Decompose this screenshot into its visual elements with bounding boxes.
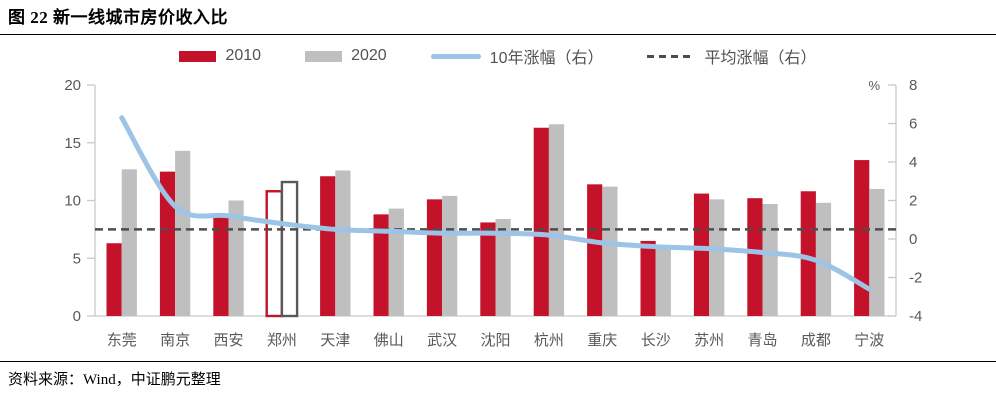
bar-2010 bbox=[480, 222, 496, 316]
bar-2020 bbox=[335, 170, 351, 316]
bar-2020 bbox=[388, 208, 404, 316]
right-axis-unit: % bbox=[868, 78, 880, 93]
x-axis-label: 重庆 bbox=[587, 332, 617, 349]
bar-2010 bbox=[426, 199, 443, 316]
x-axis-label: 成都 bbox=[801, 332, 831, 349]
legend-item-1: 2020 bbox=[305, 47, 387, 65]
bar-2010 bbox=[213, 216, 229, 316]
bar-2010 bbox=[106, 243, 122, 316]
left-axis-label: 20 bbox=[64, 77, 81, 94]
bar-2010 bbox=[320, 176, 336, 316]
right-axis-label: 8 bbox=[909, 77, 917, 94]
bar-2020 bbox=[869, 188, 885, 316]
legend-swatch-line bbox=[430, 53, 481, 59]
x-axis-label: 武汉 bbox=[427, 332, 457, 349]
bar-2010 bbox=[373, 214, 389, 316]
ten-year-growth-line bbox=[119, 115, 872, 292]
bar-2020 bbox=[762, 203, 778, 316]
legend-swatch-bar bbox=[305, 50, 343, 62]
legend-swatch-dashed bbox=[647, 54, 696, 58]
bar-2020 bbox=[709, 199, 725, 316]
legend-label: 10年涨幅（右） bbox=[489, 50, 604, 67]
x-axis-label: 西安 bbox=[213, 332, 243, 349]
x-axis-label: 佛山 bbox=[374, 332, 404, 349]
bar-2020 bbox=[815, 202, 832, 316]
right-axis-label: 2 bbox=[909, 193, 917, 210]
right-axis-label: 6 bbox=[909, 116, 917, 133]
bar-2010 bbox=[640, 240, 656, 316]
legend-swatch-bar bbox=[179, 50, 217, 62]
x-axis-label: 苏州 bbox=[694, 332, 724, 349]
bar-2010 bbox=[693, 193, 710, 316]
bar-2010 bbox=[747, 198, 763, 316]
left-axis-label: 15 bbox=[64, 135, 81, 152]
x-axis-label: 东莞 bbox=[107, 332, 137, 349]
right-axis-label: -2 bbox=[909, 270, 922, 287]
bar-2020 bbox=[175, 150, 191, 316]
bar-2010 bbox=[265, 190, 284, 318]
bar-2010 bbox=[587, 184, 603, 316]
x-axis-label: 宁波 bbox=[854, 332, 884, 349]
bar-2020 bbox=[121, 169, 137, 316]
bar-2010 bbox=[854, 160, 870, 316]
bar-2020 bbox=[280, 180, 299, 318]
x-axis-label: 天津 bbox=[320, 332, 350, 349]
legend-label: 2010 bbox=[225, 47, 262, 64]
bar-2010 bbox=[159, 171, 176, 316]
bar-2020 bbox=[602, 186, 618, 316]
source-text: 资料来源：Wind，中证鹏元整理 bbox=[8, 372, 221, 388]
source-row: 资料来源：Wind，中证鹏元整理 bbox=[0, 361, 996, 393]
left-axis-label: 5 bbox=[73, 250, 81, 267]
x-axis-label: 郑州 bbox=[267, 332, 297, 349]
bar-2020 bbox=[655, 246, 671, 316]
bar-2020 bbox=[495, 218, 511, 316]
left-axis-label: 0 bbox=[73, 308, 81, 325]
legend-label: 2020 bbox=[351, 47, 387, 64]
legend-item-0: 2010 bbox=[179, 47, 261, 65]
legend-item-2: 10年涨幅（右） bbox=[430, 44, 604, 68]
left-axis-label: 10 bbox=[64, 193, 81, 210]
chart-legend: 2010 2020 10年涨幅（右） 平均涨幅（右） bbox=[0, 41, 996, 71]
legend-item-3: 平均涨幅（右） bbox=[647, 44, 817, 68]
x-axis-label: 沈阳 bbox=[480, 332, 510, 349]
right-axis-label: -4 bbox=[909, 308, 922, 325]
x-axis-label: 青岛 bbox=[747, 332, 777, 349]
bar-2010 bbox=[533, 127, 549, 316]
bar-2020 bbox=[442, 195, 458, 316]
figure-title-row: 图 22 新一线城市房价收入比 bbox=[0, 0, 996, 35]
figure-title: 图 22 新一线城市房价收入比 bbox=[8, 8, 228, 27]
x-axis-label: 杭州 bbox=[534, 332, 564, 349]
x-axis-label: 长沙 bbox=[641, 332, 671, 349]
right-axis-label: 0 bbox=[909, 231, 917, 248]
right-axis-label: 4 bbox=[909, 154, 917, 171]
bar-2010 bbox=[800, 191, 816, 316]
legend-label: 平均涨幅（右） bbox=[704, 50, 817, 67]
x-axis-label: 南京 bbox=[160, 332, 190, 349]
bar-2020 bbox=[548, 124, 565, 316]
